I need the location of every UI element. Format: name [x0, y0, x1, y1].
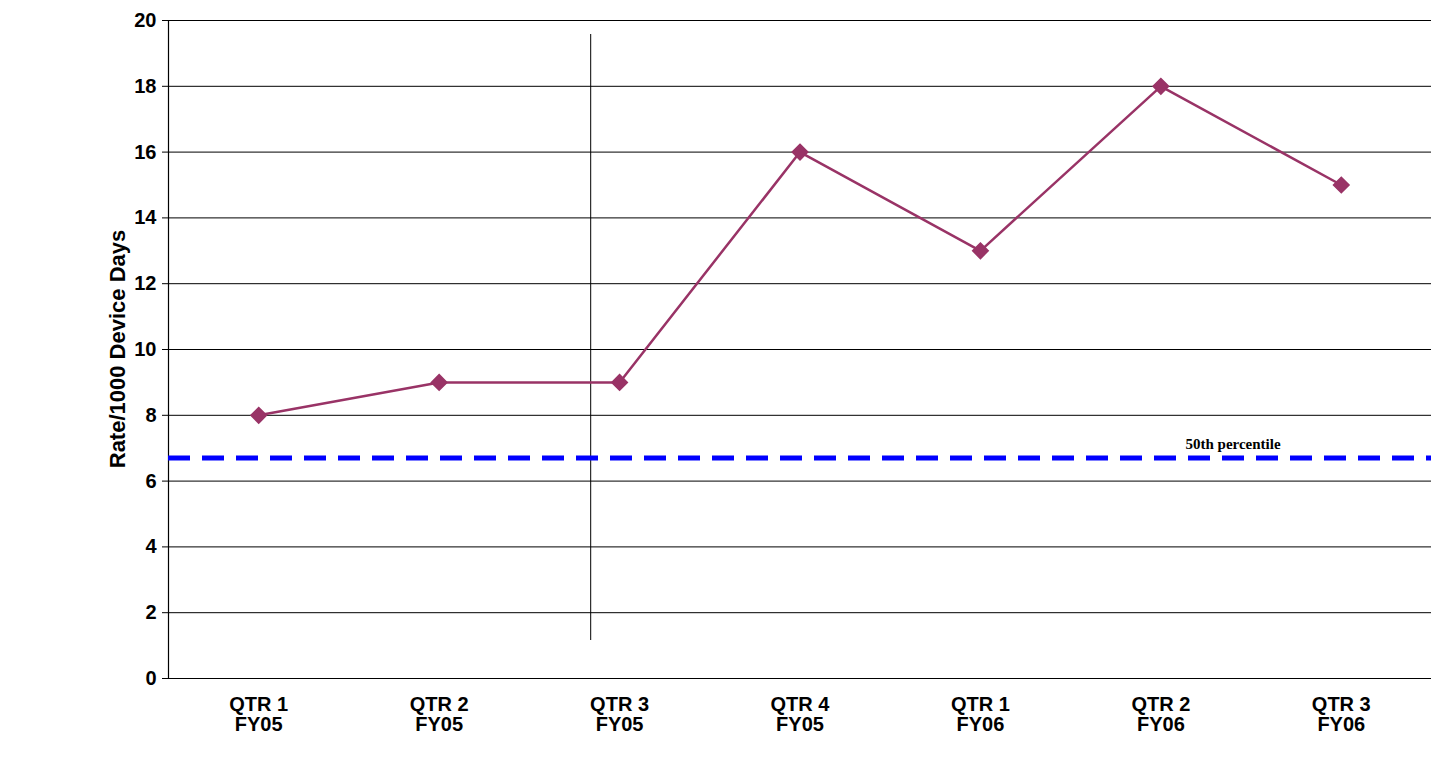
- svg-text:20: 20: [134, 9, 156, 31]
- svg-text:2: 2: [145, 601, 156, 623]
- svg-text:QTR 3FY05: QTR 3FY05: [590, 693, 649, 735]
- svg-text:QTR 2FY06: QTR 2FY06: [1131, 693, 1190, 735]
- html-text:Rate/1000 Device Days: Rate/1000 Device Days: [105, 229, 130, 469]
- svg-text:QTR 1FY05: QTR 1FY05: [229, 693, 288, 735]
- svg-text:14: 14: [134, 206, 157, 228]
- svg-text:4: 4: [145, 535, 157, 557]
- svg-text:QTR 4FY05: QTR 4FY05: [771, 693, 831, 735]
- svg-text:16: 16: [134, 141, 156, 163]
- svg-text:10: 10: [134, 338, 156, 360]
- svg-text:50th percentile: 50th percentile: [1185, 436, 1280, 452]
- svg-text:12: 12: [134, 272, 156, 294]
- svg-text:QTR 3FY06: QTR 3FY06: [1312, 693, 1371, 735]
- svg-text:QTR 1FY06: QTR 1FY06: [951, 693, 1010, 735]
- svg-text:18: 18: [134, 75, 156, 97]
- svg-text:QTR 2FY05: QTR 2FY05: [410, 693, 469, 735]
- svg-text:6: 6: [145, 470, 156, 492]
- svg-text:0: 0: [145, 667, 156, 689]
- svg-text:8: 8: [145, 404, 156, 426]
